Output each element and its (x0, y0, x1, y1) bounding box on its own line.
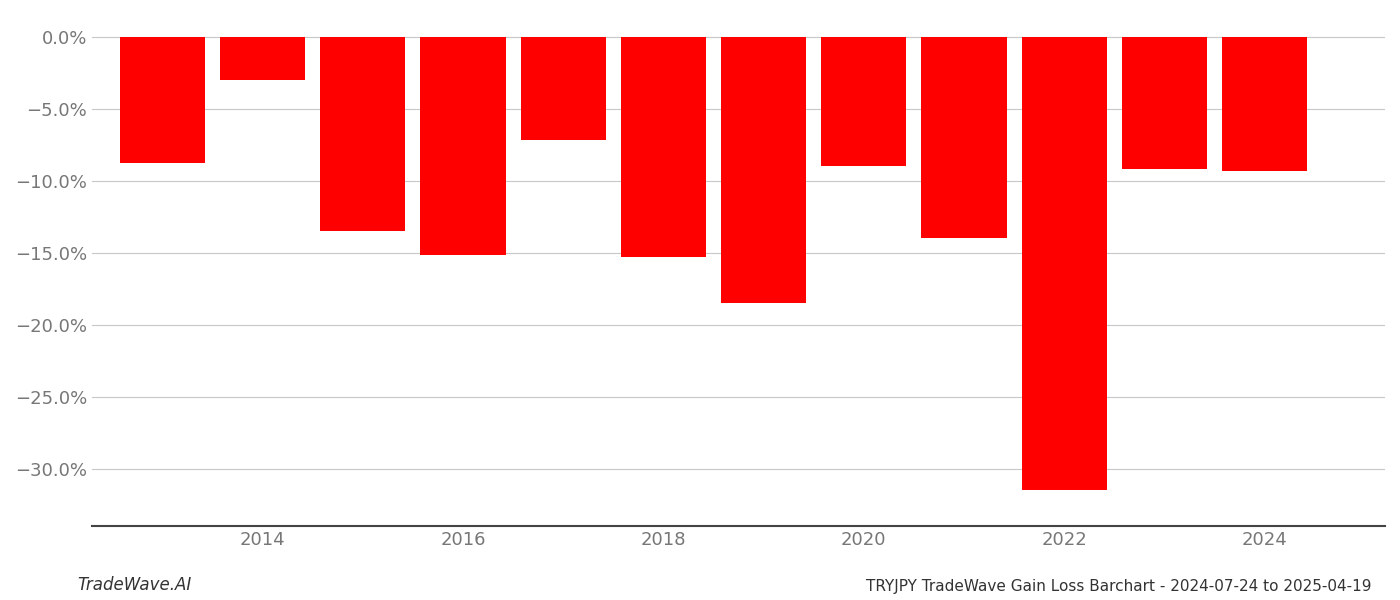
Bar (119, 37, 204, 163)
Bar (521, 37, 606, 140)
Bar (321, 37, 406, 231)
Text: TRYJPY TradeWave Gain Loss Barchart - 2024-07-24 to 2025-04-19: TRYJPY TradeWave Gain Loss Barchart - 20… (867, 579, 1372, 594)
Bar (921, 37, 1007, 238)
Text: TradeWave.AI: TradeWave.AI (77, 576, 192, 594)
Bar (420, 37, 505, 256)
Bar (1222, 37, 1308, 170)
Bar (1022, 37, 1107, 490)
Bar (220, 37, 305, 80)
Bar (1121, 37, 1207, 169)
Bar (721, 37, 806, 303)
Bar (620, 37, 706, 257)
Bar (822, 37, 906, 166)
